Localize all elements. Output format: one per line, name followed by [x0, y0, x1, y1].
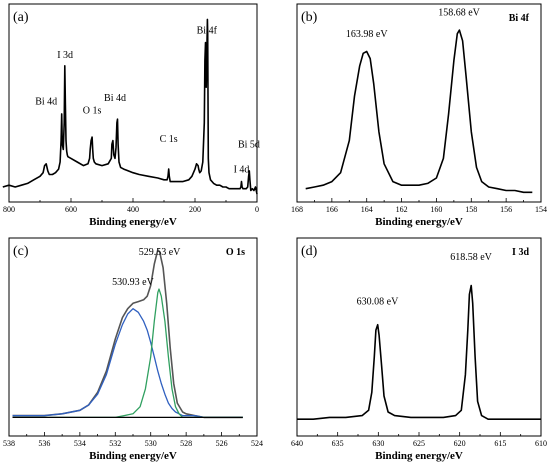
x-axis-title: Binding energy/eV [89, 450, 177, 462]
panel-label: (a) [13, 10, 29, 25]
panel-label: (b) [301, 10, 318, 25]
x-tick-label: 168 [291, 205, 303, 214]
peak-name-label: O 1s [226, 247, 245, 258]
peak-annotation: Bi 5d [238, 139, 260, 150]
series-line [12, 249, 243, 419]
series-line [297, 284, 541, 421]
x-tick-label: 162 [396, 205, 408, 214]
peak-annotation: Bi 4d [35, 97, 57, 108]
plot-frame [296, 3, 542, 203]
panel-a: 800 600 400 200 0 Binding energy/eV (a) Bi 4f I … [2, 3, 260, 228]
panel-b: 168 166 164 162 160 158 156 154 Binding energy/e… [291, 3, 547, 228]
x-tick-label: 158 [465, 205, 477, 214]
x-axis-title: Binding energy/eV [89, 216, 177, 228]
peak-annotation: 630.08 eV [357, 297, 399, 308]
x-tick-label: 625 [413, 439, 425, 448]
series-line [2, 18, 258, 195]
x-tick-label: 164 [361, 205, 373, 214]
x-tick-label: 630 [372, 439, 384, 448]
peak-annotation: Bi 4d [104, 93, 126, 104]
x-tick-label: 530 [145, 439, 157, 448]
peak-annotation: 163.98 eV [346, 29, 388, 40]
peak-name-label: Bi 4f [509, 13, 530, 24]
x-tick-label: 528 [180, 439, 192, 448]
x-tick-label: 200 [189, 205, 201, 214]
peak-annotation: 529.53 eV [139, 247, 181, 258]
x-tick-label: 524 [251, 439, 263, 448]
x-tick-label: 635 [332, 439, 344, 448]
x-axis-title: Binding energy/eV [375, 450, 463, 462]
series-line [12, 308, 243, 419]
x-axis-title: Binding energy/eV [375, 216, 463, 228]
series-line [305, 29, 533, 194]
x-tick-label: 154 [535, 205, 547, 214]
x-tick-label: 532 [109, 439, 121, 448]
x-tick-label: 620 [454, 439, 466, 448]
peak-annotation: 618.58 eV [450, 252, 492, 263]
peak-annotation: 530.93 eV [112, 277, 154, 288]
x-tick-label: 610 [535, 439, 547, 448]
peak-annotation: O 1s [83, 105, 102, 116]
plot-frame [296, 237, 542, 437]
x-tick-label: 600 [65, 205, 77, 214]
x-tick-label: 536 [38, 439, 50, 448]
panel-d: 640 635 630 625 620 615 610 Binding energy/eV (d… [291, 237, 547, 462]
x-tick-label: 160 [430, 205, 442, 214]
x-tick-label: 534 [74, 439, 86, 448]
panel-c: 538 536 534 532 530 528 526 524 Binding energy/e… [3, 237, 263, 462]
x-tick-label: 526 [216, 439, 228, 448]
x-tick-label: 538 [3, 439, 15, 448]
panel-label: (d) [301, 244, 318, 259]
x-tick-label: 400 [127, 205, 139, 214]
x-tick-label: 0 [255, 205, 259, 214]
panel-label: (c) [13, 244, 29, 259]
peak-annotation: I 3d [57, 50, 73, 61]
x-tick-label: 640 [291, 439, 303, 448]
plot-frame [8, 237, 258, 437]
x-tick-label: 615 [494, 439, 506, 448]
x-tick-label: 156 [500, 205, 512, 214]
x-tick-label: 800 [3, 205, 15, 214]
peak-annotation: C 1s [160, 134, 178, 145]
peak-annotation: Bi 4f [197, 25, 218, 36]
peak-annotation: 158.68 eV [438, 7, 480, 18]
peak-annotation: I 4d [234, 164, 250, 175]
x-tick-label: 166 [326, 205, 338, 214]
peak-name-label: I 3d [512, 247, 529, 258]
